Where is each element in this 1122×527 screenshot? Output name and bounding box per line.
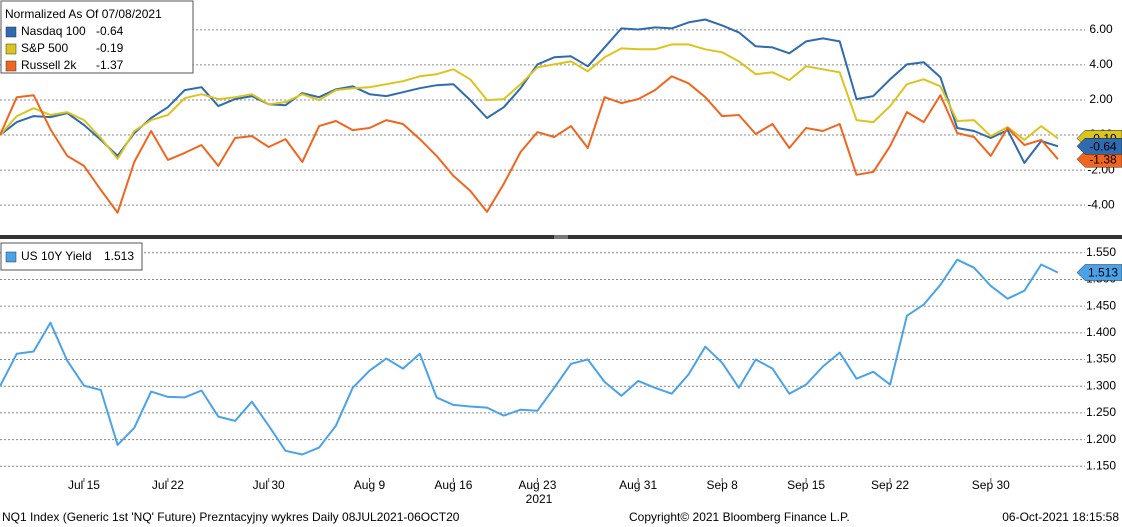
legend-swatch: [5, 251, 17, 263]
y-tick-label: 1.150: [1086, 458, 1116, 472]
end-badge: [1076, 264, 1122, 281]
footer-center: Copyright© 2021 Bloomberg Finance L.P.: [629, 510, 850, 524]
x-tick-label: Aug 23: [518, 478, 556, 492]
legend-swatch: [5, 26, 17, 38]
x-tick-label: Sep 30: [972, 478, 1010, 492]
y-tick-label: 1.400: [1086, 325, 1116, 339]
x-tick-label: Jul 22: [152, 478, 184, 492]
x-tick-label: Sep 8: [706, 478, 738, 492]
year-label: 2021: [526, 492, 553, 506]
y-tick-label: 1.550: [1086, 245, 1116, 259]
x-tick-label: Jul 15: [68, 478, 100, 492]
end-badge-label: -0.64: [1089, 139, 1117, 153]
legend-label: Nasdaq 100: [21, 24, 86, 38]
y-tick-label: 1.250: [1086, 405, 1116, 419]
legend-value: 1.513: [104, 249, 134, 263]
footer-right: 06-Oct-2021 18:15:58: [1002, 510, 1119, 524]
y-tick-label: 6.00: [1089, 22, 1113, 36]
legend-box: [0, 0, 194, 74]
y-tick-label: 2.00: [1089, 92, 1113, 106]
legend-label: US 10Y Yield: [21, 249, 92, 263]
x-tick-label: Sep 15: [787, 478, 825, 492]
y-tick-label: 4.00: [1089, 57, 1113, 71]
x-tick-label: Sep 22: [871, 478, 909, 492]
end-badge-label: 1.513: [1088, 266, 1118, 280]
legend-swatch: [5, 60, 17, 72]
legend-label: Russell 2k: [21, 58, 77, 72]
x-tick-label: Aug 9: [354, 478, 386, 492]
legend-box: [0, 242, 143, 271]
y-tick-label: 1.350: [1086, 352, 1116, 366]
y-tick-label: 1.450: [1086, 298, 1116, 312]
legend-value: -0.64: [96, 24, 124, 38]
series-line: [0, 43, 1059, 160]
y-tick-label: 1.300: [1086, 378, 1116, 392]
footer-left: NQ1 Index (Generic 1st 'NQ' Future) Prez…: [2, 510, 460, 524]
panel-separator: [0, 235, 1122, 239]
legend-swatch: [5, 43, 17, 55]
legend-title: Normalized As Of 07/08/2021: [5, 7, 162, 21]
end-badge: [1076, 138, 1122, 155]
x-tick-label: Aug 31: [619, 478, 657, 492]
end-badge-label: -1.38: [1089, 152, 1117, 166]
x-tick-label: Jul 30: [253, 478, 285, 492]
legend-value: -0.19: [96, 41, 124, 55]
y-tick-label: -4.00: [1087, 197, 1115, 211]
legend-label: S&P 500: [21, 41, 68, 55]
legend-value: -1.37: [96, 58, 124, 72]
series-line: [0, 75, 1059, 214]
y-tick-label: 1.200: [1086, 432, 1116, 446]
series-line: [0, 258, 1059, 456]
x-tick-label: Aug 16: [434, 478, 472, 492]
